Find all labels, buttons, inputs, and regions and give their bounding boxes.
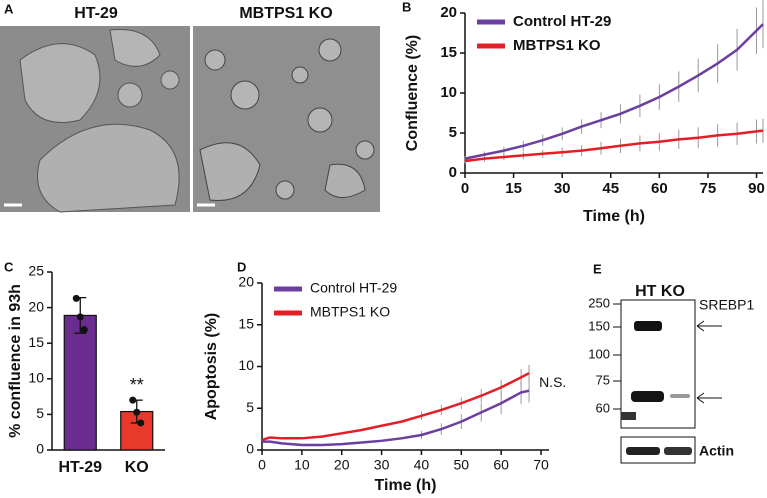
x-tick-label: KO	[125, 459, 149, 476]
series-line	[262, 389, 530, 447]
legend-label: Control HT-29	[513, 13, 611, 30]
x-tick-label: 60	[493, 457, 509, 473]
panel-label: E	[593, 261, 602, 276]
x-tick-label: 10	[294, 457, 310, 473]
micrograph	[193, 26, 380, 212]
target-label: SREBP1	[699, 297, 754, 313]
x-tick-label: 70	[533, 457, 549, 473]
y-tick-label: 20	[28, 298, 44, 314]
x-tick-label: 20	[334, 457, 350, 473]
legend-label: MBTPS1 KO	[310, 304, 390, 320]
panel-label: B	[402, 0, 411, 14]
data-point	[72, 294, 80, 302]
y-tick-label: 5	[246, 399, 254, 415]
marker-label: 60	[596, 400, 610, 415]
y-axis-label: % confluence in 93h	[7, 284, 24, 438]
marker-label: 150	[588, 318, 610, 333]
panel-label: D	[237, 259, 246, 274]
x-tick-label: 30	[554, 180, 571, 197]
y-tick-label: 15	[440, 44, 457, 61]
marker-label: 100	[588, 346, 610, 361]
y-tick-label: 5	[449, 124, 457, 141]
annotation: N.S.	[539, 374, 566, 390]
marker-label: 250	[588, 295, 610, 310]
x-axis-label: Time (h)	[583, 208, 645, 225]
y-tick-label: 5	[36, 405, 44, 421]
y-tick-label: 10	[440, 84, 457, 101]
x-axis-label: Time (h)	[375, 477, 437, 494]
data-point	[137, 419, 145, 427]
blot	[613, 299, 722, 464]
data-point	[129, 396, 137, 404]
panel-label: A	[4, 1, 14, 16]
lane-labels: HT KO	[635, 283, 685, 300]
x-tick-label: 30	[374, 457, 390, 473]
y-tick-label: 15	[238, 315, 254, 331]
data-point	[133, 408, 141, 416]
x-tick-label: 40	[414, 457, 430, 473]
data-point	[76, 313, 84, 321]
loading-label: Actin	[699, 443, 734, 459]
y-tick-label: 10	[28, 370, 44, 386]
x-tick-label: HT-29	[58, 459, 102, 476]
marker-label: 75	[596, 372, 610, 387]
x-tick-label: 0	[258, 457, 266, 473]
y-tick-label: 20	[440, 4, 457, 21]
x-tick-label: 60	[651, 180, 668, 197]
image-title: HT-29	[74, 5, 118, 22]
x-tick-label: 15	[505, 180, 522, 197]
y-axis-label: Confluence (%)	[404, 35, 421, 151]
bar	[63, 314, 97, 451]
panel-label: C	[4, 259, 14, 274]
series-line	[261, 372, 530, 442]
x-tick-label: 90	[748, 180, 765, 197]
series-line	[464, 129, 764, 163]
series-line	[464, 23, 764, 160]
annotation: **	[130, 375, 144, 395]
data-point	[80, 326, 88, 334]
y-tick-label: 0	[36, 441, 44, 457]
y-axis-label: Apoptosis (%)	[203, 313, 220, 421]
y-tick-label: 25	[28, 263, 44, 279]
x-tick-label: 75	[700, 180, 717, 197]
image-title: MBTPS1 KO	[239, 5, 332, 22]
x-tick-label: 45	[602, 180, 619, 197]
x-tick-label: 50	[454, 457, 470, 473]
micrograph	[0, 26, 190, 213]
y-tick-label: 15	[28, 334, 44, 350]
legend-label: Control HT-29	[310, 280, 397, 296]
y-tick-label: 0	[449, 164, 457, 181]
y-tick-label: 20	[238, 274, 254, 290]
y-tick-label: 10	[238, 357, 254, 373]
y-tick-label: 0	[246, 441, 254, 457]
x-tick-label: 0	[461, 180, 469, 197]
legend-label: MBTPS1 KO	[513, 37, 601, 54]
